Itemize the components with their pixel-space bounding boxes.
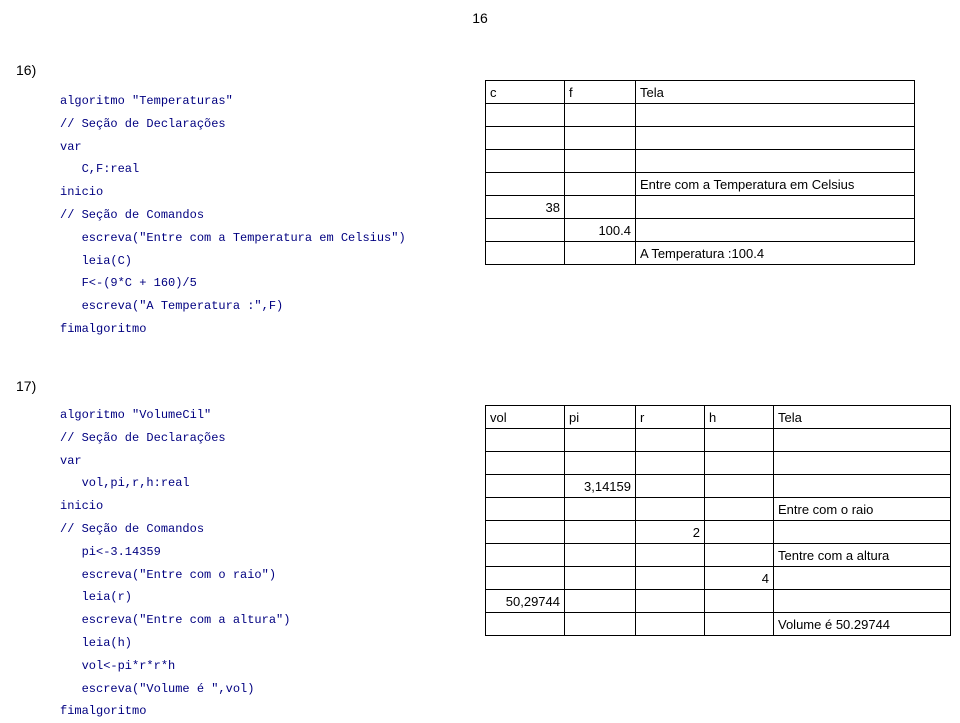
- table-row: [486, 429, 951, 452]
- table-cell: 4: [705, 567, 774, 590]
- table-cell: Tela: [636, 81, 915, 104]
- code-line: fimalgoritmo: [60, 700, 290, 723]
- code-line: // Seção de Comandos: [60, 204, 406, 227]
- code-line: inicio: [60, 495, 290, 518]
- code-line: var: [60, 136, 406, 159]
- table-cell: h: [705, 406, 774, 429]
- table-row: [486, 127, 915, 150]
- page-number: 16: [472, 10, 488, 26]
- code-line: escreva("Entre com a altura"): [60, 609, 290, 632]
- table-cell: 50,29744: [486, 590, 565, 613]
- table-cell: r: [636, 406, 705, 429]
- code-line: leia(h): [60, 632, 290, 655]
- section-16-number: 16): [16, 62, 36, 78]
- table-cell: A Temperatura :100.4: [636, 242, 915, 265]
- code-line: leia(r): [60, 586, 290, 609]
- code-line: pi<-3.14359: [60, 541, 290, 564]
- table-cell: Tentre com a altura: [774, 544, 951, 567]
- code-line: algoritmo "Temperaturas": [60, 90, 406, 113]
- table-cell: c: [486, 81, 565, 104]
- trace-table-17: vol pi r h Tela 3,14159 Entre com o raio…: [485, 405, 951, 636]
- section-17-number: 17): [16, 378, 36, 394]
- table-row: Tentre com a altura: [486, 544, 951, 567]
- code-block-16: algoritmo "Temperaturas" // Seção de Dec…: [60, 90, 406, 341]
- table-row: c f Tela: [486, 81, 915, 104]
- code-line: leia(C): [60, 250, 406, 273]
- table-cell: Entre com a Temperatura em Celsius: [636, 173, 915, 196]
- table-row: 38: [486, 196, 915, 219]
- table-cell: 2: [636, 521, 705, 544]
- code-line: vol,pi,r,h:real: [60, 472, 290, 495]
- table-row: 4: [486, 567, 951, 590]
- table-cell: pi: [565, 406, 636, 429]
- code-line: // Seção de Declarações: [60, 427, 290, 450]
- table-cell: Volume é 50.29744: [774, 613, 951, 636]
- code-block-17: algoritmo "VolumeCil" // Seção de Declar…: [60, 404, 290, 723]
- trace-table-16: c f Tela Entre com a Temperatura em Cels…: [485, 80, 915, 265]
- table-row: 50,29744: [486, 590, 951, 613]
- table-row: Entre com a Temperatura em Celsius: [486, 173, 915, 196]
- table-row: vol pi r h Tela: [486, 406, 951, 429]
- code-line: algoritmo "VolumeCil": [60, 404, 290, 427]
- table-cell: 3,14159: [565, 475, 636, 498]
- code-line: // Seção de Declarações: [60, 113, 406, 136]
- table-row: 100.4: [486, 219, 915, 242]
- code-line: C,F:real: [60, 158, 406, 181]
- table-row: Volume é 50.29744: [486, 613, 951, 636]
- code-line: // Seção de Comandos: [60, 518, 290, 541]
- code-line: vol<-pi*r*r*h: [60, 655, 290, 678]
- table-row: [486, 104, 915, 127]
- code-line: var: [60, 450, 290, 473]
- table-cell: Entre com o raio: [774, 498, 951, 521]
- code-line: escreva("Entre com o raio"): [60, 564, 290, 587]
- table-row: A Temperatura :100.4: [486, 242, 915, 265]
- table-row: 2: [486, 521, 951, 544]
- table-row: [486, 452, 951, 475]
- table-cell: Tela: [774, 406, 951, 429]
- table-row: 3,14159: [486, 475, 951, 498]
- code-line: escreva("Volume é ",vol): [60, 678, 290, 701]
- code-line: escreva("Entre com a Temperatura em Cels…: [60, 227, 406, 250]
- table-cell: f: [565, 81, 636, 104]
- code-line: F<-(9*C + 160)/5: [60, 272, 406, 295]
- table-row: [486, 150, 915, 173]
- code-line: escreva("A Temperatura :",F): [60, 295, 406, 318]
- table-row: Entre com o raio: [486, 498, 951, 521]
- table-cell: vol: [486, 406, 565, 429]
- code-line: inicio: [60, 181, 406, 204]
- table-cell: 38: [486, 196, 565, 219]
- code-line: fimalgoritmo: [60, 318, 406, 341]
- table-cell: 100.4: [565, 219, 636, 242]
